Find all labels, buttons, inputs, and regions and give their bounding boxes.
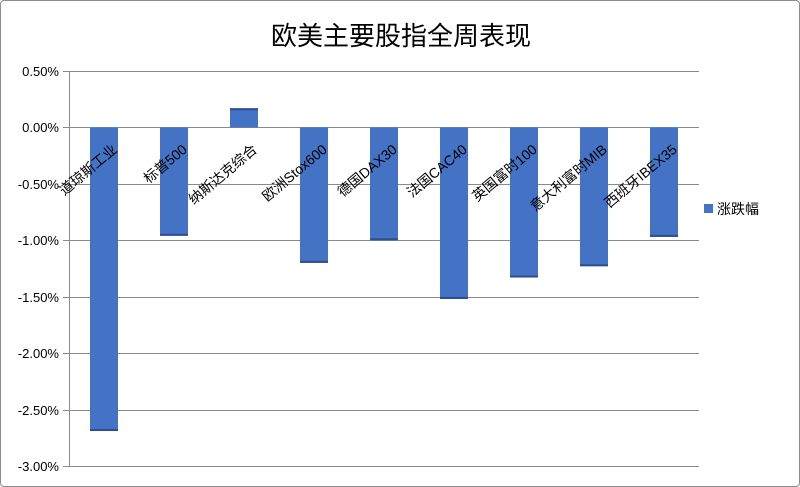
bar-end-edge	[230, 108, 258, 111]
bar-end-edge	[300, 260, 328, 263]
y-tick-label: 0.50%	[22, 64, 59, 79]
bar-1	[90, 127, 118, 432]
legend-label: 涨跌幅	[717, 201, 759, 217]
y-tick-label: 0.00%	[22, 120, 59, 135]
chart-title: 欧美主要股指全周表现	[271, 22, 531, 52]
bar-8	[580, 127, 608, 267]
bar-6	[440, 127, 468, 299]
bar-end-edge	[580, 264, 608, 267]
y-tick-label: -1.00%	[18, 233, 60, 248]
bar-4	[300, 127, 328, 263]
y-tick-label: -2.00%	[18, 346, 60, 361]
bar-end-edge	[370, 238, 398, 241]
y-tick-label: -1.50%	[18, 290, 60, 305]
legend: 涨跌幅	[704, 201, 759, 217]
y-tick-label: -0.50%	[18, 177, 60, 192]
bar-end-edge	[510, 275, 538, 278]
category-label: 纳斯达克综合	[185, 141, 260, 207]
bar-2	[160, 127, 188, 236]
bar-end-edge	[440, 296, 468, 299]
legend-swatch	[704, 204, 713, 213]
bars	[90, 108, 678, 432]
bar-9	[650, 127, 678, 237]
bar-end-edge	[90, 429, 118, 432]
y-tick-label: -2.50%	[18, 403, 60, 418]
bar-5	[370, 127, 398, 241]
y-axis: 0.50% 0.00% -0.50% -1.00% -1.50% -2.00% -2.50%…	[18, 64, 70, 474]
y-tick-label: -3.00%	[18, 459, 60, 474]
bar-7	[510, 127, 538, 278]
bar-end-edge	[650, 234, 678, 237]
bar-end-edge	[160, 233, 188, 236]
bar-3	[230, 108, 258, 128]
